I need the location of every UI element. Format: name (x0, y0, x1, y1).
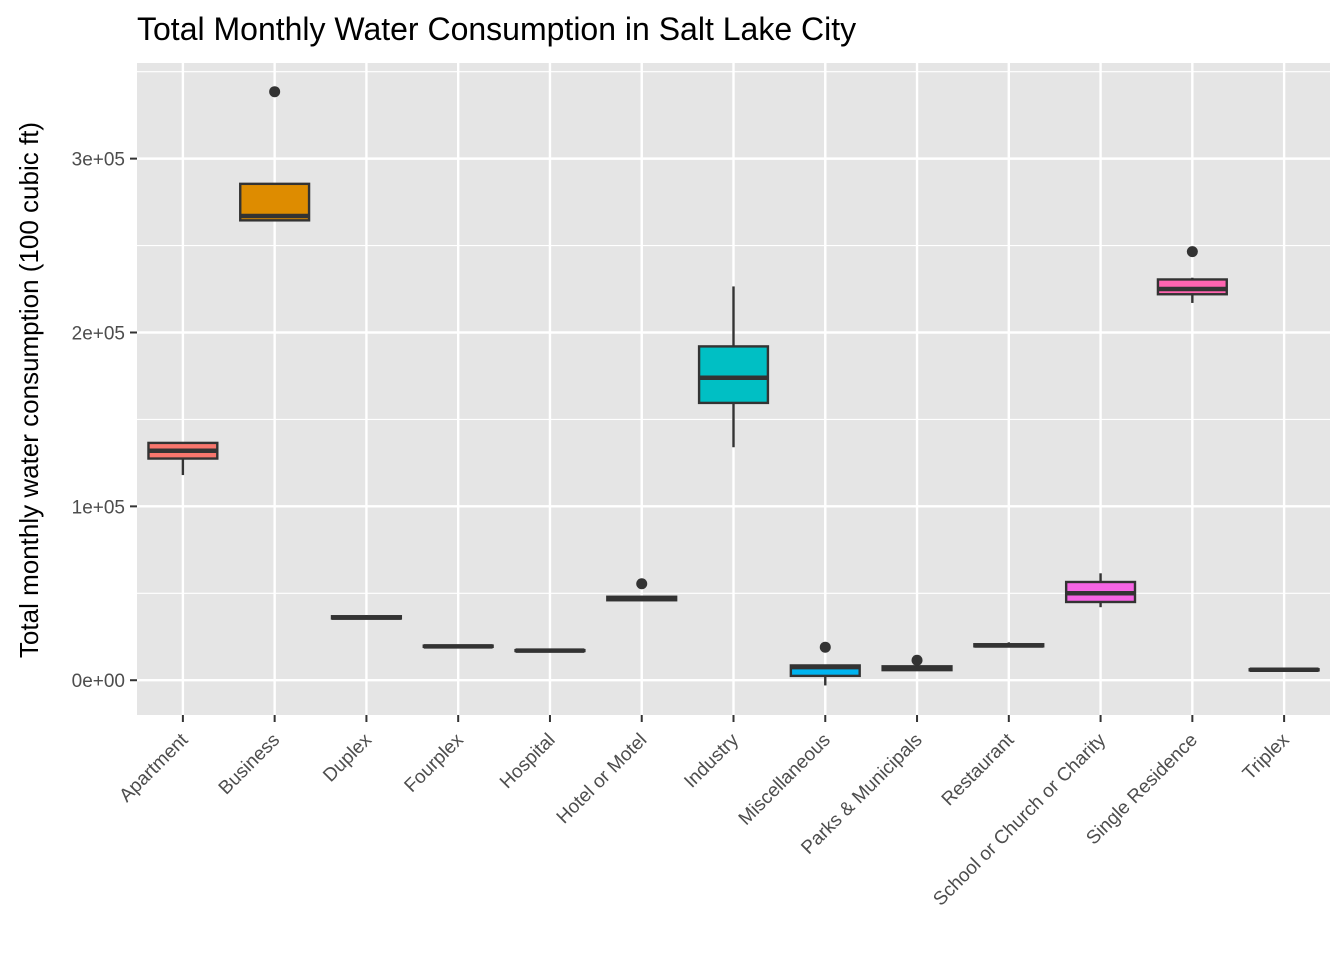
y-axis-label: Total monthly water consumption (100 cub… (14, 122, 44, 658)
x-tick-label: Business (215, 730, 284, 799)
x-tick-label: Fourplex (401, 729, 468, 796)
box-industry (697, 286, 770, 448)
outlier-point (269, 86, 281, 98)
box-miscellaneous (789, 641, 861, 686)
x-tick-label: Hospital (496, 730, 559, 793)
x-tick-label: Hotel or Motel (553, 730, 651, 828)
outlier-point (1186, 246, 1198, 258)
x-tick-label: Duplex (319, 729, 376, 786)
box-apartment (147, 441, 219, 476)
x-tick-label: Restaurant (938, 729, 1019, 810)
y-tick-label: 3e+05 (72, 150, 125, 171)
boxes (147, 86, 1320, 686)
box-duplex (330, 615, 403, 620)
box-fourplex (422, 644, 494, 649)
outlier-point (911, 654, 923, 666)
x-tick-label: Miscellaneous (735, 730, 835, 830)
x-axis: Apartment Business Duplex Fourplex HospitalH… (116, 715, 1294, 910)
box-restaurant (973, 642, 1045, 648)
box-iqr (697, 345, 770, 405)
box-hospital (514, 648, 586, 653)
y-tick-label: 1e+05 (72, 497, 125, 518)
y-axis: 0e+00 1e+05 2e+05 3e+05 (72, 150, 137, 692)
x-tick-label: Triplex (1239, 729, 1294, 784)
outlier-point (636, 578, 648, 590)
box-triplex (1248, 667, 1320, 673)
chart-title: Total Monthly Water Consumption in Salt … (137, 11, 856, 47)
x-tick-label: School or Church or Charity (929, 729, 1110, 910)
y-tick-label: 0e+00 (72, 671, 125, 692)
x-tick-label: Industry (680, 729, 743, 792)
box-parks-municipals (881, 654, 953, 672)
box-hotel-or-motel (606, 578, 678, 602)
box-single-residence (1156, 246, 1228, 303)
box-school-or-church-or-charity (1064, 573, 1137, 608)
y-tick-label: 2e+05 (72, 323, 125, 344)
x-tick-label: Apartment (116, 729, 193, 806)
box-business (239, 86, 311, 222)
outlier-point (819, 641, 831, 653)
